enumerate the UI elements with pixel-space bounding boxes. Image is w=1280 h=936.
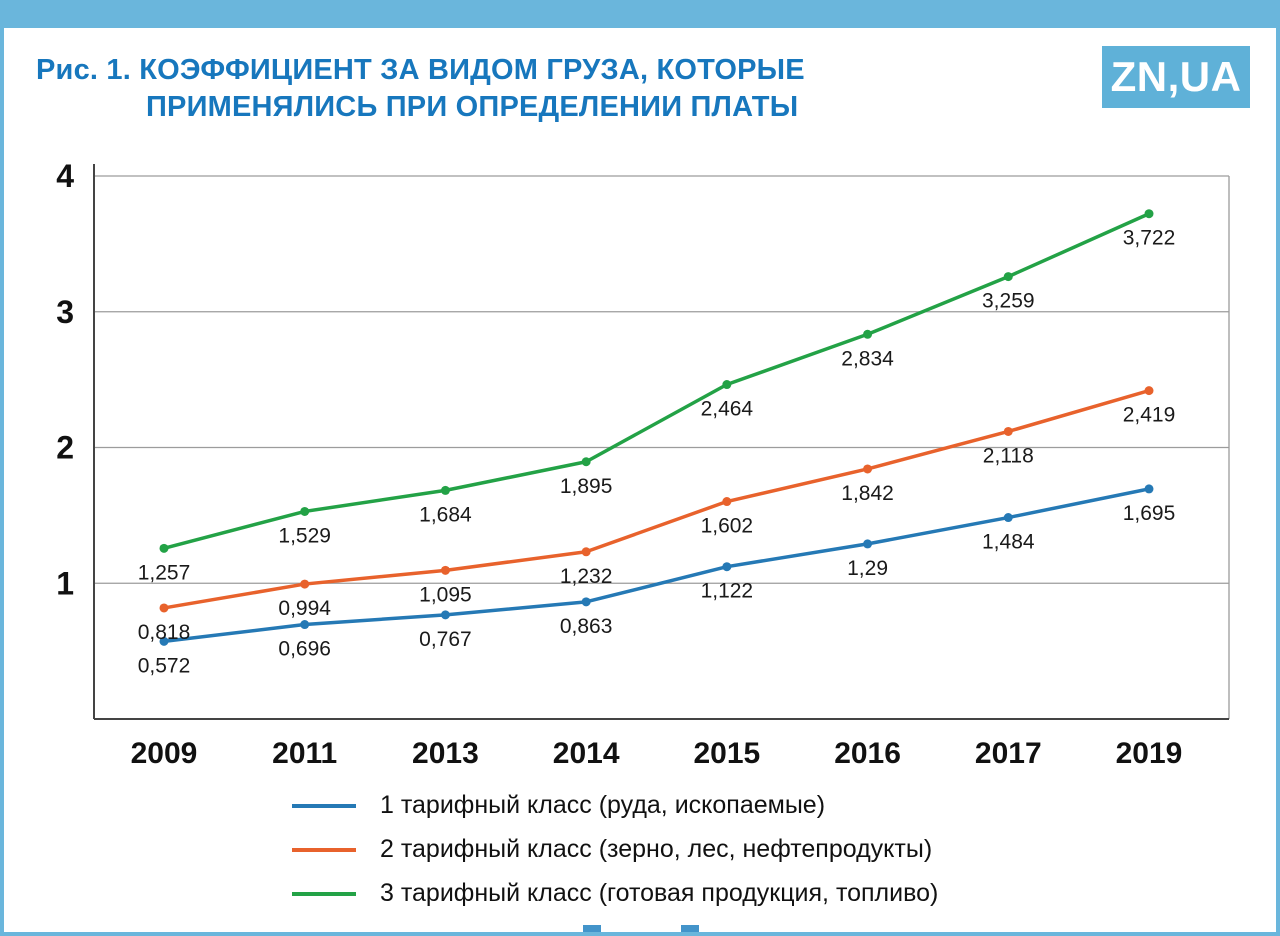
svg-text:1,232: 1,232 [560, 565, 613, 588]
svg-text:0,767: 0,767 [419, 628, 472, 651]
svg-text:2: 2 [56, 430, 74, 466]
chart-legend: 1 тарифный класс (руда, ископаемые) 2 та… [292, 790, 938, 922]
svg-text:1,122: 1,122 [701, 580, 754, 603]
legend-swatch-class2 [292, 847, 356, 852]
svg-text:2016: 2016 [834, 737, 901, 770]
figure-number: Рис. 1. [36, 54, 131, 86]
legend-item-class2: 2 тарифный класс (зерно, лес, нефтепроду… [292, 834, 938, 865]
legend-item-class1: 1 тарифный класс (руда, ископаемые) [292, 790, 938, 821]
title-text-1: КОЭФФИЦИЕНТ ЗА ВИДОМ ГРУЗА, КОТОРЫЕ [139, 54, 805, 86]
svg-text:0,818: 0,818 [138, 621, 191, 644]
svg-text:0,572: 0,572 [138, 654, 191, 677]
svg-text:1: 1 [56, 565, 74, 601]
svg-text:1,684: 1,684 [419, 503, 472, 526]
svg-text:2011: 2011 [272, 737, 337, 770]
svg-text:2009: 2009 [131, 737, 198, 770]
legend-swatch-class3 [292, 891, 356, 896]
bottom-watermark-fragment [681, 925, 699, 932]
svg-text:1,695: 1,695 [1123, 502, 1176, 525]
title-line-1: Рис. 1. КОЭФФИЦИЕНТ ЗА ВИДОМ ГРУЗА, КОТО… [36, 52, 805, 89]
axes [93, 164, 1229, 720]
svg-text:2,419: 2,419 [1123, 404, 1176, 427]
legend-label-class3: 3 тарифный класс (готовая продукция, топ… [380, 879, 939, 907]
svg-text:3,722: 3,722 [1123, 227, 1176, 250]
svg-text:3,259: 3,259 [982, 290, 1035, 313]
legend-label-class1: 1 тарифный класс (руда, ископаемые) [380, 791, 826, 819]
svg-text:1,529: 1,529 [278, 524, 331, 547]
series-2: 0,818 0,994 1,095 1,232 1,602 1,842 2,118 2,419 [138, 386, 1176, 644]
svg-text:2,464: 2,464 [701, 398, 754, 421]
svg-text:2014: 2014 [553, 737, 620, 770]
svg-text:2017: 2017 [975, 737, 1042, 770]
znua-logo: ZN,UA [1102, 46, 1250, 108]
line-chart: 1 2 3 4 2009 2011 2013 2014 2015 2016 2017 2019 0,57… [56, 158, 1230, 770]
svg-text:0,994: 0,994 [278, 597, 331, 620]
title-line-2: ПРИМЕНЯЛИСЬ ПРИ ОПРЕДЕЛЕНИИ ПЛАТЫ [146, 91, 799, 123]
legend-label-class2: 2 тарифный класс (зерно, лес, нефтепроду… [380, 835, 933, 863]
svg-text:2019: 2019 [1116, 737, 1183, 770]
gridlines [94, 175, 1230, 719]
svg-text:0,696: 0,696 [278, 638, 331, 661]
svg-text:2,834: 2,834 [841, 347, 894, 370]
svg-text:1,602: 1,602 [701, 515, 754, 538]
svg-text:1,257: 1,257 [138, 561, 191, 584]
svg-text:2,118: 2,118 [983, 444, 1034, 467]
svg-text:1,29: 1,29 [847, 557, 888, 580]
svg-text:3: 3 [56, 294, 74, 330]
svg-text:0,863: 0,863 [560, 615, 613, 638]
top-accent-bar [4, 4, 1276, 28]
svg-text:1,095: 1,095 [419, 583, 472, 606]
y-axis-labels: 1 2 3 4 [56, 158, 74, 601]
page-title: Рис. 1. КОЭФФИЦИЕНТ ЗА ВИДОМ ГРУЗА, КОТО… [36, 52, 805, 126]
svg-text:4: 4 [56, 158, 74, 194]
legend-item-class3: 3 тарифный класс (готовая продукция, топ… [292, 878, 938, 909]
svg-text:1,842: 1,842 [841, 482, 894, 505]
series-3: 1,257 1,529 1,684 1,895 2,464 2,834 3,259 3,722 [138, 209, 1176, 584]
legend-swatch-class1 [292, 803, 356, 808]
bottom-watermark-fragment [583, 925, 601, 932]
x-axis-labels: 2009 2011 2013 2014 2015 2016 2017 2019 [131, 737, 1183, 770]
svg-text:1,895: 1,895 [560, 475, 613, 498]
svg-text:1,484: 1,484 [982, 531, 1035, 554]
series-1: 0,572 0,696 0,767 0,863 1,122 1,29 1,484 1,695 [138, 484, 1176, 677]
svg-text:2015: 2015 [693, 737, 760, 770]
svg-text:2013: 2013 [412, 737, 479, 770]
